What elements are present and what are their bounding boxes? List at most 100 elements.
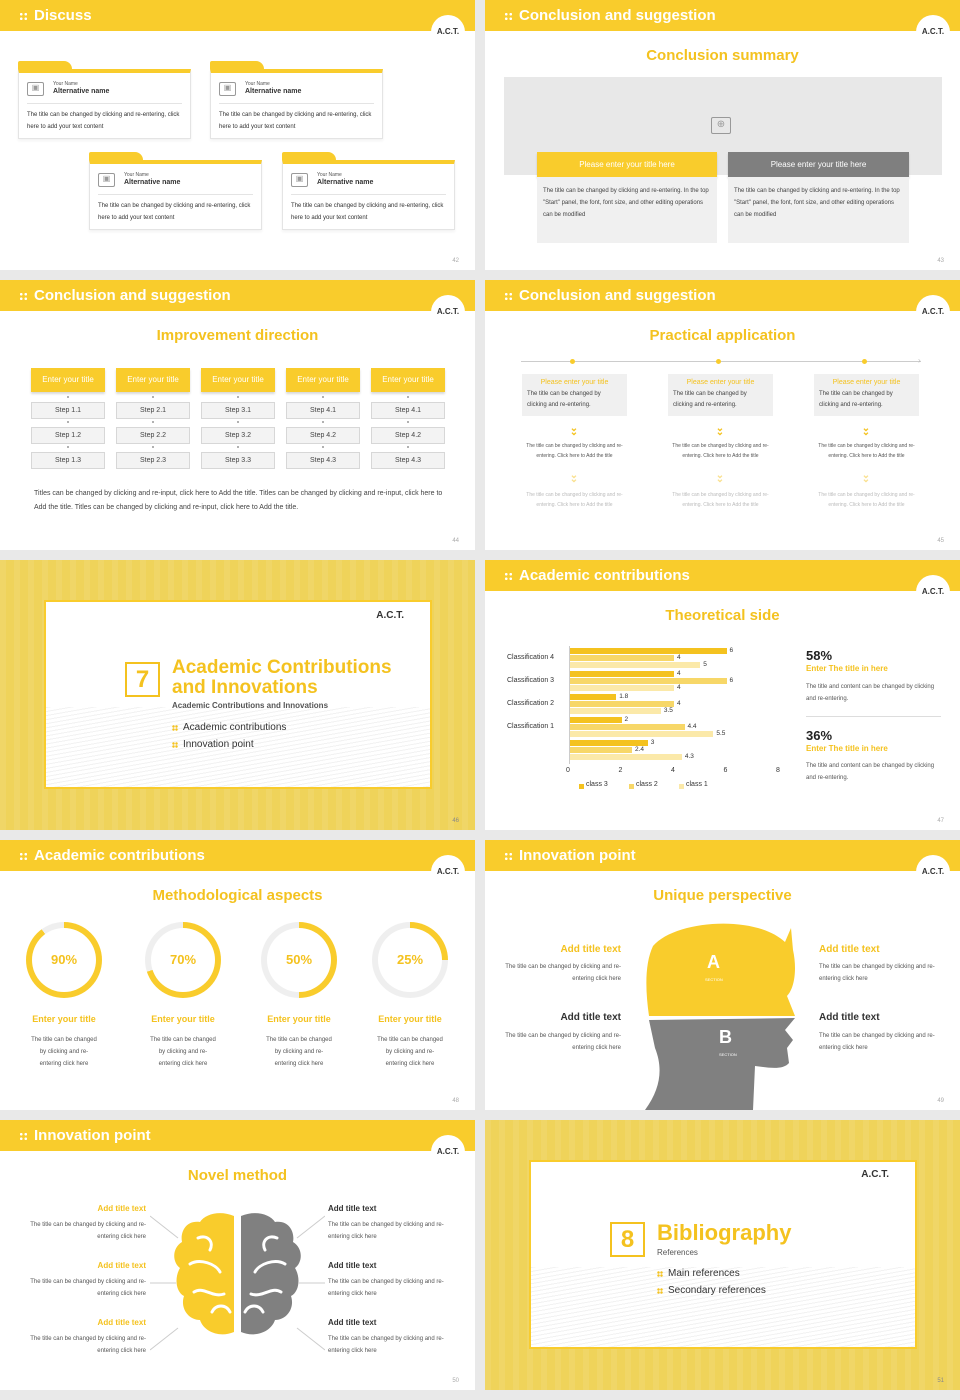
connector-dot xyxy=(67,421,69,423)
card-text: The title can be changed by clicking and… xyxy=(98,203,251,221)
arrow-right-icon: › xyxy=(918,356,921,365)
section-card: A.C.T. 8 Bibliography References Main re… xyxy=(531,1162,915,1347)
step-box[interactable]: Step 3.1 xyxy=(201,402,275,419)
image-icon: ▣ xyxy=(291,173,308,187)
title-button-gray[interactable]: Please enter your title here xyxy=(728,152,909,177)
chevron-down-icon: ⌄ xyxy=(861,423,871,434)
step-box[interactable]: Step 4.2 xyxy=(286,427,360,444)
step-box[interactable]: Step 1.2 xyxy=(31,427,105,444)
step-box[interactable]: Step 4.3 xyxy=(286,452,360,469)
slide-46-section[interactable]: A.C.T. 7 Academic Contributions and Inno… xyxy=(0,560,475,830)
ring-value: 90% xyxy=(32,928,96,992)
step-box[interactable]: Step 4.1 xyxy=(371,402,445,419)
ring-value: 70% xyxy=(151,928,215,992)
slide-51-section[interactable]: A.C.T. 8 Bibliography References Main re… xyxy=(485,1120,960,1390)
point-text: The title can be changed by clicking and… xyxy=(328,1279,444,1297)
step-box[interactable]: Step 3.2 xyxy=(201,427,275,444)
column-title-button[interactable]: Enter your title xyxy=(31,368,105,392)
progress-ring: 25% xyxy=(372,922,448,998)
title-box[interactable]: Please enter your title The title can be … xyxy=(668,374,773,416)
dots-icon xyxy=(19,1132,28,1141)
chevron-down-icon: ⌄ xyxy=(715,474,725,485)
slide-45[interactable]: Conclusion and suggestion A.C.T. Practic… xyxy=(485,280,960,550)
section-item[interactable]: Secondary references xyxy=(657,1285,766,1296)
step-box[interactable]: Step 1.1 xyxy=(31,402,105,419)
slide-44[interactable]: Conclusion and suggestion A.C.T. Improve… xyxy=(0,280,475,550)
slide-title: Theoretical side xyxy=(665,607,780,624)
slide-title: Improvement direction xyxy=(156,327,319,344)
box-title: Please enter your title xyxy=(832,379,901,386)
wave-decoration xyxy=(531,1267,915,1347)
progress-ring: 50% xyxy=(261,922,337,998)
slide-49[interactable]: Innovation point A.C.T. Unique perspecti… xyxy=(485,840,960,1110)
step-box[interactable]: Step 4.1 xyxy=(286,402,360,419)
footer-text: Titles can be changed by clicking and re… xyxy=(34,490,443,511)
slide-title: Practical application xyxy=(649,327,796,344)
step-text: The title can be changed by clicking and… xyxy=(672,492,769,508)
timeline-dot xyxy=(716,359,721,364)
slide-48[interactable]: Academic contributions A.C.T. Methodolog… xyxy=(0,840,475,1110)
chart-bar xyxy=(569,648,727,654)
brand-logo: A.C.T. xyxy=(916,855,950,889)
slide-50[interactable]: Innovation point A.C.T. Novel method Add… xyxy=(0,1120,475,1390)
data-label: 5.5 xyxy=(716,730,726,737)
chart-bar xyxy=(569,655,674,661)
column-title-button[interactable]: Enter your title xyxy=(201,368,275,392)
section-number: 8 xyxy=(610,1222,645,1257)
x-tick-label: 8 xyxy=(776,767,780,774)
column-title-button[interactable]: Enter your title xyxy=(371,368,445,392)
step-box[interactable]: Step 2.1 xyxy=(116,402,190,419)
connector-dot xyxy=(237,396,239,398)
step-box[interactable]: Step 2.3 xyxy=(116,452,190,469)
point-text: The title can be changed by clicking and… xyxy=(30,1336,146,1354)
chart-bar xyxy=(569,694,617,700)
point-title: Add title text xyxy=(819,1012,880,1023)
person-card[interactable]: ▣ Your Name Alternative name The title c… xyxy=(18,69,191,139)
point-text: The title can be changed by clicking and… xyxy=(30,1279,146,1297)
page-number: 44 xyxy=(452,538,459,544)
section-item[interactable]: Main references xyxy=(657,1268,740,1279)
slide-header: Conclusion and suggestion xyxy=(485,280,960,311)
section-item[interactable]: Innovation point xyxy=(172,739,254,750)
slide-47[interactable]: Academic contributions A.C.T. Theoretica… xyxy=(485,560,960,830)
chevron-down-icon: ⌄ xyxy=(715,423,725,434)
person-card[interactable]: ▣ Your Name Alternative name The title c… xyxy=(210,69,383,139)
point-text: The title can be changed by clicking and… xyxy=(505,964,621,982)
slide-43[interactable]: Conclusion and suggestion A.C.T. Conclus… xyxy=(485,0,960,270)
step-text: The title can be changed by clicking and… xyxy=(526,443,623,459)
dots-icon xyxy=(504,12,513,21)
legend-label: class 3 xyxy=(586,781,608,788)
step-box[interactable]: Step 3.3 xyxy=(201,452,275,469)
point-title: Add title text xyxy=(328,1261,377,1270)
step-box[interactable]: Step 1.3 xyxy=(31,452,105,469)
data-label: 2.4 xyxy=(635,746,645,753)
title-box[interactable]: Please enter your title The title can be … xyxy=(814,374,919,416)
card-label: Your Name xyxy=(245,81,270,87)
title-button-yellow[interactable]: Please enter your title here xyxy=(537,152,717,177)
point-title: Add title text xyxy=(97,1261,146,1270)
section-a-label: A xyxy=(707,952,720,972)
dots-icon xyxy=(504,292,513,301)
chart-bar xyxy=(569,685,674,691)
point-text: The title can be changed by clicking and… xyxy=(328,1336,444,1354)
point-text: The title can be changed by clicking and… xyxy=(30,1222,146,1240)
box-text: The title can be changed by clicking and… xyxy=(819,391,893,408)
person-card[interactable]: ▣ Your Name Alternative name The title c… xyxy=(89,160,262,230)
person-card[interactable]: ▣ Your Name Alternative name The title c… xyxy=(282,160,455,230)
connector-dot xyxy=(152,446,154,448)
brand-logo: A.C.T. xyxy=(431,1135,465,1169)
body-text: The title can be changed by clicking and… xyxy=(543,188,709,218)
column-title-button[interactable]: Enter your title xyxy=(286,368,360,392)
section-item[interactable]: Academic contributions xyxy=(172,722,286,733)
column-title-button[interactable]: Enter your title xyxy=(116,368,190,392)
folder-tab xyxy=(210,61,264,69)
progress-ring: 70% xyxy=(145,922,221,998)
brand-logo: A.C.T. xyxy=(431,855,465,889)
step-box[interactable]: Step 4.2 xyxy=(371,427,445,444)
title-box[interactable]: Please enter your title The title can be … xyxy=(522,374,627,416)
slide-42[interactable]: Discuss A.C.T. ▣ Your Name Alternative n… xyxy=(0,0,475,270)
card-text: The title can be changed by clicking and… xyxy=(291,203,444,221)
step-box[interactable]: Step 4.3 xyxy=(371,452,445,469)
step-box[interactable]: Step 2.2 xyxy=(116,427,190,444)
chart-bar xyxy=(569,671,674,677)
